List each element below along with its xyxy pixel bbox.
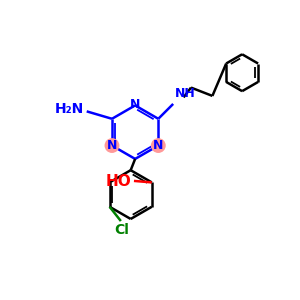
Text: N: N (107, 139, 117, 152)
Text: N: N (153, 139, 164, 152)
Text: NH: NH (175, 87, 195, 101)
Circle shape (104, 138, 119, 153)
Text: Cl: Cl (114, 224, 129, 237)
Text: HO: HO (106, 174, 132, 189)
Text: N: N (130, 98, 140, 111)
Circle shape (151, 138, 166, 153)
Text: H₂N: H₂N (55, 102, 84, 116)
